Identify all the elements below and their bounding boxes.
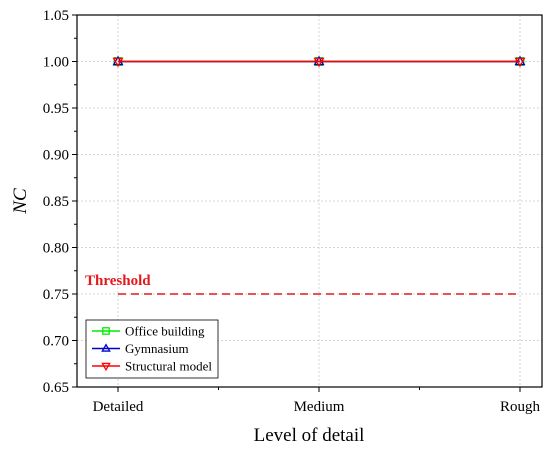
legend-label: Gymnasium xyxy=(125,341,189,356)
y-tick-label: 0.80 xyxy=(43,241,69,257)
y-tick-label: 1.05 xyxy=(43,8,69,24)
legend-label: Structural model xyxy=(125,359,212,374)
x-tick-label: Rough xyxy=(500,399,541,415)
x-axis-title: Level of detail xyxy=(254,425,365,446)
x-tick-label: Detailed xyxy=(93,399,144,415)
y-tick-label: 0.95 xyxy=(43,101,69,117)
y-axis-ticks: 0.65 0.70 0.75 0.80 0.85 0.90 0.95 1.00 1.05 xyxy=(43,8,77,396)
threshold: Threshold xyxy=(85,273,520,295)
x-tick-label: Medium xyxy=(294,399,345,415)
y-tick-label: 0.90 xyxy=(43,148,69,164)
threshold-label: Threshold xyxy=(85,273,151,289)
y-tick-label: 0.75 xyxy=(43,287,69,303)
data-point xyxy=(313,57,325,68)
series-structural-model xyxy=(112,57,526,68)
legend: Office building Gymnasium Structural model xyxy=(85,319,219,379)
y-tick-label: 1.00 xyxy=(43,55,69,71)
data-point xyxy=(101,362,111,372)
data-point xyxy=(101,343,111,352)
y-tick-label: 0.85 xyxy=(43,194,69,210)
data-point xyxy=(514,57,526,68)
y-tick-label: 0.65 xyxy=(43,380,69,396)
data-point xyxy=(102,327,110,335)
y-tick-label: 0.70 xyxy=(43,334,69,350)
y-axis-title: NC xyxy=(10,188,31,215)
legend-label: Office building xyxy=(125,324,205,339)
x-axis-ticks: Detailed Medium Rough xyxy=(93,387,541,415)
series-group xyxy=(112,55,526,68)
data-point xyxy=(112,57,124,68)
